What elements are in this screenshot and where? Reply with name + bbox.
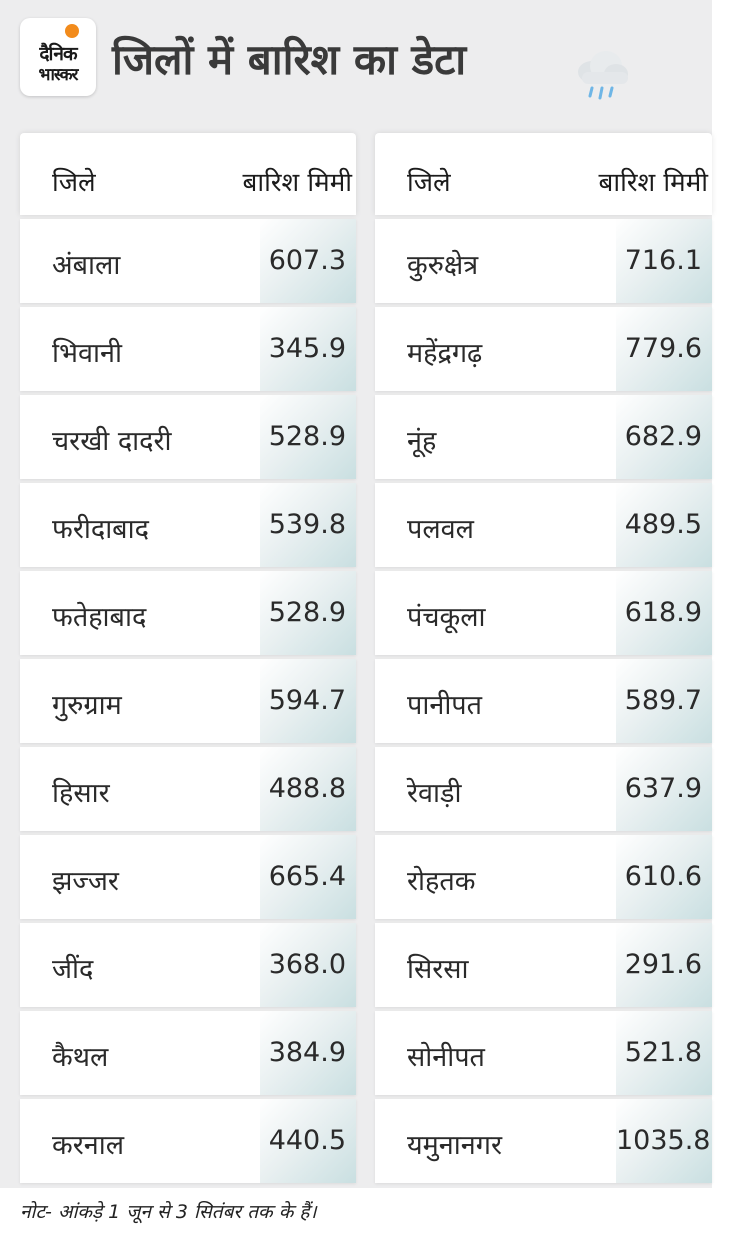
header: दैनिक भास्कर जिलों में बारिश का डेटा: [0, 0, 712, 120]
table-row: यमुनानगर 1035.8: [375, 1099, 712, 1183]
logo-sun-icon: [65, 24, 79, 38]
table-row: सोनीपत 521.8: [375, 1011, 712, 1095]
table-row: रेवाड़ी 637.9: [375, 747, 712, 831]
table-row: कुरुक्षेत्र 716.1: [375, 219, 712, 303]
page-title: जिलों में बारिश का डेटा: [112, 35, 467, 84]
rainfall-value: 539.8: [260, 483, 356, 567]
left-table: जिले बारिश मिमी अंबाला 607.3 भिवानी 345.9 चर…: [20, 133, 356, 1183]
rainfall-value: 440.5: [260, 1099, 356, 1183]
table-row: पानीपत 589.7: [375, 659, 712, 743]
dainik-bhaskar-logo: दैनिक भास्कर: [20, 18, 96, 96]
table-row: करनाल 440.5: [20, 1099, 356, 1183]
table-row: जींद 368.0: [20, 923, 356, 1007]
district-name: जींद: [52, 954, 94, 985]
district-name: नूंह: [407, 426, 437, 457]
rain-column-header: बारिश मिमी: [242, 168, 352, 198]
rain-column-header: बारिश मिमी: [598, 168, 708, 198]
table-header: जिले बारिश मिमी: [375, 133, 712, 215]
table-header: जिले बारिश मिमी: [20, 133, 356, 215]
table-row: पलवल 489.5: [375, 483, 712, 567]
district-name: पलवल: [407, 514, 474, 545]
table-row: कैथल 384.9: [20, 1011, 356, 1095]
rainfall-value: 779.6: [616, 307, 712, 391]
rainfall-value: 589.7: [616, 659, 712, 743]
rainfall-value: 682.9: [616, 395, 712, 479]
table-row: भिवानी 345.9: [20, 307, 356, 391]
rainfall-value: 291.6: [616, 923, 712, 1007]
rainfall-value: 610.6: [616, 835, 712, 919]
rainfall-value: 665.4: [260, 835, 356, 919]
district-name: भिवानी: [52, 338, 122, 369]
table-row: महेंद्रगढ़ 779.6: [375, 307, 712, 391]
district-name: पंचकूला: [407, 602, 486, 633]
district-name: फरीदाबाद: [52, 514, 149, 545]
district-name: रेवाड़ी: [407, 778, 462, 809]
table-row: अंबाला 607.3: [20, 219, 356, 303]
table-row: नूंह 682.9: [375, 395, 712, 479]
rainfall-value: 528.9: [260, 571, 356, 655]
district-name: महेंद्रगढ़: [407, 338, 483, 369]
rainfall-value: 384.9: [260, 1011, 356, 1095]
logo-text-line2: भास्कर: [38, 65, 79, 85]
district-name: झज्जर: [52, 866, 119, 897]
district-name: सोनीपत: [407, 1042, 485, 1073]
district-name: चरखी दादरी: [52, 426, 172, 457]
rainfall-value: 637.9: [616, 747, 712, 831]
table-row: पंचकूला 618.9: [375, 571, 712, 655]
footnote: नोट- आंकड़े 1 जून से 3 सितंबर तक के हैं।: [20, 1201, 317, 1223]
right-table: जिले बारिश मिमी कुरुक्षेत्र 716.1 महेंद्रग…: [375, 133, 712, 1183]
district-name: पानीपत: [407, 690, 483, 721]
table-row: रोहतक 610.6: [375, 835, 712, 919]
district-name: हिसार: [52, 778, 110, 809]
table-row: फरीदाबाद 539.8: [20, 483, 356, 567]
district-name: कैथल: [52, 1042, 109, 1073]
district-column-header: जिले: [52, 168, 96, 198]
table-row: हिसार 488.8: [20, 747, 356, 831]
district-name: यमुनानगर: [407, 1130, 503, 1161]
rainfall-value: 368.0: [260, 923, 356, 1007]
district-name: अंबाला: [52, 250, 121, 281]
district-name: सिरसा: [407, 954, 469, 985]
rainfall-value: 1035.8: [616, 1099, 712, 1183]
infographic-card: दैनिक भास्कर जिलों में बारिश का डेटा जिल…: [0, 0, 712, 1188]
rainfall-value: 607.3: [260, 219, 356, 303]
district-name: फतेहाबाद: [52, 602, 147, 633]
table-row: झज्जर 665.4: [20, 835, 356, 919]
district-name: रोहतक: [407, 866, 476, 897]
district-column-header: जिले: [407, 168, 451, 198]
table-row: गुरुग्राम 594.7: [20, 659, 356, 743]
rain-cloud-icon: [578, 51, 628, 100]
rainfall-value: 345.9: [260, 307, 356, 391]
logo-text-line1: दैनिक: [39, 43, 77, 65]
district-name: गुरुग्राम: [52, 690, 122, 721]
table-row: सिरसा 291.6: [375, 923, 712, 1007]
rainfall-value: 618.9: [616, 571, 712, 655]
rainfall-value: 521.8: [616, 1011, 712, 1095]
rainfall-value: 488.8: [260, 747, 356, 831]
rainfall-value: 489.5: [616, 483, 712, 567]
rainfall-value: 528.9: [260, 395, 356, 479]
rainfall-value: 716.1: [616, 219, 712, 303]
table-row: चरखी दादरी 528.9: [20, 395, 356, 479]
district-name: करनाल: [52, 1130, 125, 1161]
district-name: कुरुक्षेत्र: [407, 250, 479, 281]
rainfall-value: 594.7: [260, 659, 356, 743]
table-row: फतेहाबाद 528.9: [20, 571, 356, 655]
